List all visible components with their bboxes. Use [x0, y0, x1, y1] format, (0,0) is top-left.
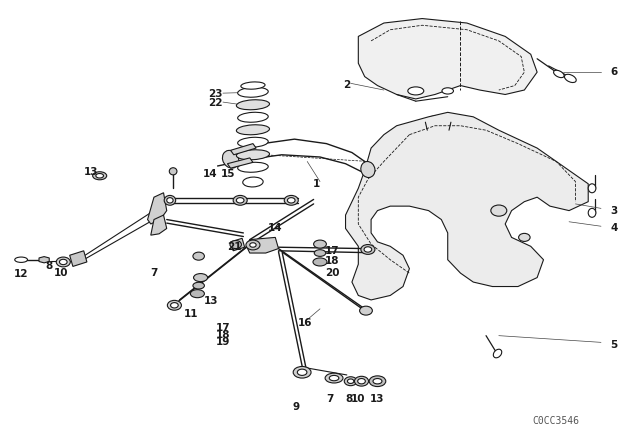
Text: C0CC3546: C0CC3546 [532, 416, 580, 426]
Ellipse shape [230, 241, 241, 249]
Ellipse shape [314, 250, 326, 256]
Text: 14: 14 [268, 224, 283, 233]
Ellipse shape [193, 282, 204, 289]
Text: 10: 10 [54, 268, 68, 278]
Text: 13: 13 [370, 394, 385, 404]
Ellipse shape [236, 150, 269, 160]
Text: 18: 18 [325, 256, 340, 266]
Ellipse shape [564, 74, 576, 82]
Ellipse shape [518, 233, 530, 241]
Ellipse shape [167, 198, 173, 203]
Ellipse shape [358, 379, 365, 384]
Ellipse shape [369, 376, 386, 387]
Text: 1: 1 [313, 179, 320, 189]
Polygon shape [230, 238, 244, 251]
Ellipse shape [246, 240, 260, 250]
Ellipse shape [237, 87, 268, 97]
Ellipse shape [193, 274, 207, 282]
Ellipse shape [168, 300, 181, 310]
Ellipse shape [491, 205, 507, 216]
Text: 13: 13 [84, 167, 99, 177]
Ellipse shape [408, 87, 424, 95]
Ellipse shape [190, 290, 204, 297]
Ellipse shape [170, 168, 177, 175]
Ellipse shape [93, 172, 107, 180]
Ellipse shape [236, 198, 244, 203]
Text: 7: 7 [326, 394, 333, 404]
Ellipse shape [250, 243, 256, 247]
Ellipse shape [355, 376, 369, 386]
Polygon shape [148, 193, 167, 224]
Ellipse shape [329, 375, 339, 381]
Ellipse shape [284, 195, 298, 205]
Ellipse shape [493, 349, 502, 358]
Text: 19: 19 [216, 337, 230, 347]
Text: 12: 12 [14, 269, 28, 279]
Ellipse shape [293, 366, 311, 378]
Text: 16: 16 [298, 318, 312, 328]
Polygon shape [227, 158, 253, 168]
Ellipse shape [171, 302, 178, 308]
Ellipse shape [237, 137, 268, 147]
Text: 8: 8 [345, 394, 353, 404]
Ellipse shape [193, 252, 204, 260]
Text: 9: 9 [292, 402, 300, 412]
Ellipse shape [96, 173, 104, 178]
Text: 10: 10 [351, 394, 365, 404]
Ellipse shape [361, 161, 375, 177]
Ellipse shape [298, 369, 307, 375]
Text: 2: 2 [344, 80, 351, 90]
Ellipse shape [164, 195, 175, 205]
Text: 5: 5 [611, 340, 618, 349]
Ellipse shape [233, 195, 247, 205]
Text: 11: 11 [184, 309, 198, 319]
Polygon shape [230, 144, 256, 155]
Text: 22: 22 [209, 99, 223, 108]
Text: 14: 14 [203, 169, 218, 179]
Ellipse shape [373, 379, 382, 384]
Text: 3: 3 [611, 206, 618, 215]
Ellipse shape [313, 258, 327, 266]
Text: 13: 13 [204, 296, 219, 306]
Text: 4: 4 [611, 224, 618, 233]
Ellipse shape [287, 198, 295, 203]
Ellipse shape [360, 306, 372, 315]
Text: 20: 20 [325, 268, 340, 278]
Text: 15: 15 [221, 169, 236, 179]
Text: 18: 18 [216, 330, 230, 340]
Ellipse shape [56, 257, 70, 267]
Ellipse shape [344, 377, 357, 386]
Ellipse shape [314, 240, 326, 248]
Text: 21: 21 [228, 242, 242, 252]
Polygon shape [246, 237, 278, 253]
Ellipse shape [236, 100, 269, 110]
Ellipse shape [237, 162, 268, 172]
Polygon shape [39, 257, 49, 263]
Text: 8: 8 [45, 262, 52, 271]
Polygon shape [151, 215, 167, 235]
Text: 17: 17 [216, 323, 230, 332]
Ellipse shape [236, 125, 269, 135]
Ellipse shape [243, 177, 263, 187]
Ellipse shape [325, 373, 343, 383]
Ellipse shape [554, 70, 564, 78]
Ellipse shape [348, 379, 354, 383]
Ellipse shape [588, 208, 596, 217]
Polygon shape [70, 251, 87, 267]
Text: 7: 7 [150, 268, 157, 278]
Ellipse shape [361, 245, 375, 254]
Ellipse shape [364, 247, 372, 252]
Ellipse shape [588, 184, 596, 193]
Polygon shape [346, 112, 588, 300]
Ellipse shape [60, 259, 67, 265]
Ellipse shape [223, 151, 239, 168]
Ellipse shape [237, 112, 268, 122]
Polygon shape [358, 18, 537, 99]
Ellipse shape [15, 257, 28, 263]
Ellipse shape [241, 82, 265, 89]
Text: 17: 17 [325, 246, 340, 256]
Ellipse shape [442, 88, 454, 94]
Text: 23: 23 [209, 90, 223, 99]
Text: 6: 6 [611, 67, 618, 77]
